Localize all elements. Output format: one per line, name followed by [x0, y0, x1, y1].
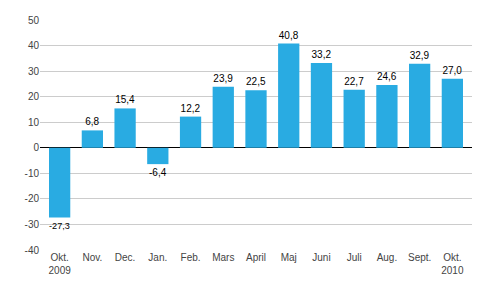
svg-text:22,5: 22,5	[246, 76, 266, 87]
svg-text:10: 10	[28, 117, 40, 128]
svg-text:Maj: Maj	[281, 252, 297, 263]
svg-text:40,8: 40,8	[279, 30, 299, 41]
svg-text:Juli: Juli	[347, 252, 362, 263]
svg-text:0: 0	[33, 142, 39, 153]
svg-text:April: April	[246, 252, 266, 263]
svg-text:22,7: 22,7	[344, 76, 364, 87]
svg-text:40: 40	[28, 40, 40, 51]
svg-text:23,9: 23,9	[213, 73, 233, 84]
svg-text:24,6: 24,6	[377, 71, 397, 82]
svg-text:12,2: 12,2	[181, 103, 201, 114]
svg-text:Nov.: Nov.	[82, 252, 102, 263]
svg-text:20: 20	[28, 91, 40, 102]
svg-text:6,8: 6,8	[85, 116, 99, 127]
svg-text:Feb.: Feb.	[181, 252, 201, 263]
svg-text:27,0: 27,0	[442, 65, 462, 76]
svg-text:15,4: 15,4	[115, 94, 135, 105]
svg-text:Jan.: Jan.	[148, 252, 167, 263]
svg-text:32,9: 32,9	[410, 50, 430, 61]
svg-text:Aug.: Aug.	[377, 252, 398, 263]
svg-text:Sept.: Sept.	[408, 252, 431, 263]
svg-text:Okt.2009: Okt.2009	[49, 252, 72, 276]
svg-text:-40: -40	[25, 245, 40, 256]
svg-text:-20: -20	[25, 193, 40, 204]
svg-text:50: 50	[28, 15, 40, 26]
svg-text:30: 30	[28, 66, 40, 77]
svg-text:-30: -30	[25, 219, 40, 230]
svg-text:Okt.2010: Okt.2010	[441, 252, 464, 276]
svg-text:Juni: Juni	[312, 252, 330, 263]
svg-text:Dec.: Dec.	[115, 252, 136, 263]
svg-text:Mars: Mars	[212, 252, 234, 263]
svg-text:-27,3: -27,3	[49, 221, 70, 231]
svg-text:-10: -10	[25, 168, 40, 179]
svg-text:33,2: 33,2	[312, 49, 332, 60]
svg-text:-6,4: -6,4	[149, 167, 167, 178]
